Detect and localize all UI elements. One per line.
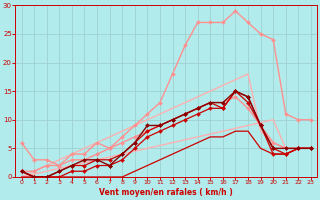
X-axis label: Vent moyen/en rafales ( km/h ): Vent moyen/en rafales ( km/h ) (100, 188, 233, 197)
